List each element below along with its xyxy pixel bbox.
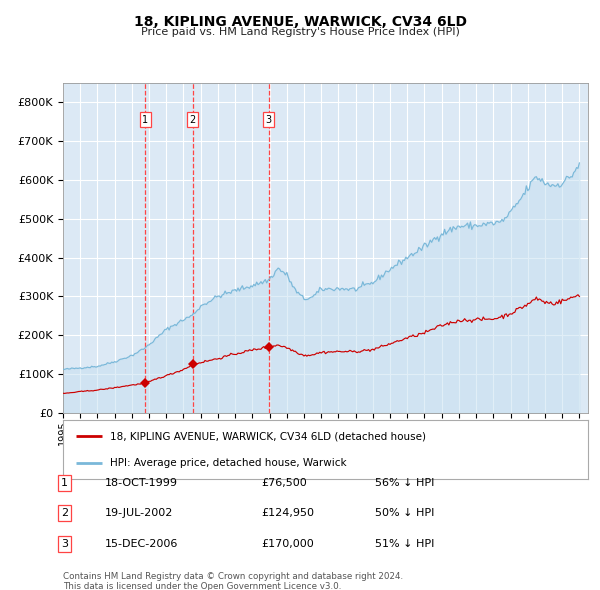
Text: 18, KIPLING AVENUE, WARWICK, CV34 6LD: 18, KIPLING AVENUE, WARWICK, CV34 6LD — [133, 15, 467, 29]
Text: 56% ↓ HPI: 56% ↓ HPI — [375, 478, 434, 487]
Text: This data is licensed under the Open Government Licence v3.0.: This data is licensed under the Open Gov… — [63, 582, 341, 590]
Text: 18, KIPLING AVENUE, WARWICK, CV34 6LD (detached house): 18, KIPLING AVENUE, WARWICK, CV34 6LD (d… — [110, 431, 426, 441]
Text: £124,950: £124,950 — [261, 509, 314, 518]
Text: 18-OCT-1999: 18-OCT-1999 — [105, 478, 178, 487]
Text: 2: 2 — [190, 114, 196, 124]
Text: Price paid vs. HM Land Registry's House Price Index (HPI): Price paid vs. HM Land Registry's House … — [140, 27, 460, 37]
Text: 15-DEC-2006: 15-DEC-2006 — [105, 539, 178, 549]
Text: 2: 2 — [61, 509, 68, 518]
Text: 1: 1 — [61, 478, 68, 487]
Text: 50% ↓ HPI: 50% ↓ HPI — [375, 509, 434, 518]
Text: 1: 1 — [142, 114, 149, 124]
Text: £170,000: £170,000 — [261, 539, 314, 549]
Text: 51% ↓ HPI: 51% ↓ HPI — [375, 539, 434, 549]
Text: Contains HM Land Registry data © Crown copyright and database right 2024.: Contains HM Land Registry data © Crown c… — [63, 572, 403, 581]
Text: HPI: Average price, detached house, Warwick: HPI: Average price, detached house, Warw… — [110, 458, 347, 468]
Text: 3: 3 — [266, 114, 272, 124]
Text: 3: 3 — [61, 539, 68, 549]
Text: 19-JUL-2002: 19-JUL-2002 — [105, 509, 173, 518]
Text: £76,500: £76,500 — [261, 478, 307, 487]
